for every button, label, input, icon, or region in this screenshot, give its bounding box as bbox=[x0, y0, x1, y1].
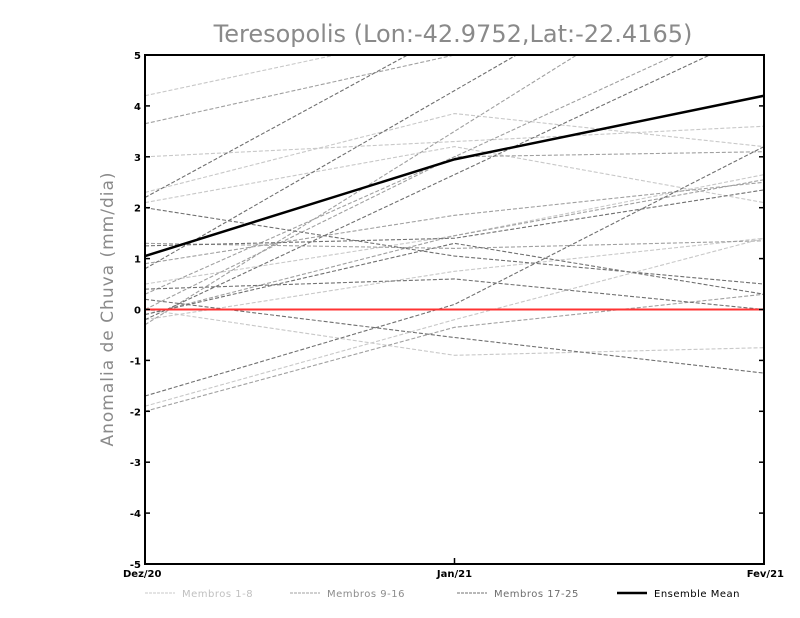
x-ticks: Dez/20 Jan/21 Fev/21 bbox=[123, 558, 784, 580]
series-layer bbox=[145, 55, 764, 412]
member-line-24 bbox=[145, 242, 764, 316]
member-line-19 bbox=[145, 55, 518, 270]
x-tick-label: Fev/21 bbox=[747, 569, 784, 580]
member-line-14 bbox=[145, 179, 764, 316]
y-tick-label: 2 bbox=[134, 204, 141, 215]
x-tick-label: Dez/20 bbox=[123, 569, 162, 580]
y-tick-label: 4 bbox=[134, 102, 141, 113]
y-tick-label: -2 bbox=[130, 407, 141, 418]
member-line-25 bbox=[145, 146, 764, 397]
member-line-10 bbox=[145, 240, 764, 249]
member-line-2 bbox=[145, 125, 764, 158]
member-line-16 bbox=[145, 293, 764, 412]
ensemble-mean-line bbox=[145, 94, 764, 258]
member-line-12 bbox=[145, 151, 764, 295]
y-tick-label: -3 bbox=[130, 458, 141, 469]
member-line-5 bbox=[145, 174, 764, 285]
member-line-6 bbox=[145, 308, 764, 356]
member-line-21 bbox=[145, 278, 764, 311]
legend: Membros 1-8 Membros 9-16 Membros 17-25 Ense… bbox=[145, 589, 740, 600]
y-tick-label: 3 bbox=[134, 153, 141, 164]
member-line-7 bbox=[145, 237, 764, 321]
legend-label: Membros 9-16 bbox=[327, 589, 405, 600]
legend-label: Membros 17-25 bbox=[494, 589, 579, 600]
y-tick-label: 5 bbox=[134, 51, 141, 62]
y-ticks: -5 -4 -3 -2 -1 0 1 2 3 4 5 bbox=[130, 51, 764, 571]
x-tick-label: Jan/21 bbox=[436, 569, 472, 580]
legend-label: Ensemble Mean bbox=[654, 589, 740, 600]
member-line-8 bbox=[145, 237, 764, 407]
member-line-18 bbox=[145, 207, 764, 285]
member-line-4 bbox=[145, 146, 764, 204]
y-tick-label: 1 bbox=[134, 255, 141, 266]
member-line-15 bbox=[145, 55, 578, 326]
member-line-3 bbox=[145, 112, 764, 193]
chart-title: Teresopolis (Lon:-42.9752,Lat:-22.4165) bbox=[213, 20, 693, 48]
y-tick-label: -1 bbox=[130, 356, 141, 367]
member-line-17 bbox=[145, 55, 409, 199]
y-tick-label: 0 bbox=[134, 306, 141, 317]
member-line-20 bbox=[145, 189, 764, 247]
member-line-13 bbox=[145, 55, 677, 310]
y-tick-label: -5 bbox=[130, 560, 141, 571]
y-tick-label: -4 bbox=[130, 509, 141, 520]
legend-label: Membros 1-8 bbox=[182, 589, 253, 600]
member-line-22 bbox=[145, 298, 764, 374]
member-line-9 bbox=[145, 55, 457, 125]
member-line-1 bbox=[145, 55, 339, 97]
member-line-11 bbox=[145, 181, 764, 265]
y-axis-label: Anomalia de Chuva (mm/dia) bbox=[98, 171, 118, 446]
